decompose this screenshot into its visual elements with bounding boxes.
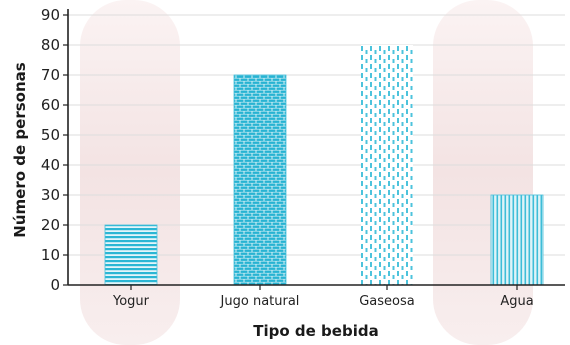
bar-jugo-natural: [233, 74, 287, 286]
bar-agua: [490, 194, 544, 286]
y-tick-label: 90: [41, 6, 60, 24]
x-tick-label: Gaseosa: [359, 294, 415, 309]
x-axis-title: Tipo de bebida: [253, 322, 378, 340]
y-tick-label: 50: [41, 126, 60, 144]
y-tick-label: 80: [41, 36, 60, 54]
axes: [67, 9, 565, 286]
x-tick-label: Jugo natural: [220, 294, 300, 309]
bars: [104, 45, 544, 286]
x-tick-labels: Yogur Jugo natural Gaseosa Agua: [112, 285, 534, 309]
bar-yogur: [104, 224, 158, 286]
bar-gaseosa: [361, 45, 413, 285]
x-tick-label: Agua: [500, 294, 533, 309]
y-axis-title: Número de personas: [11, 62, 29, 237]
y-tick-label: 0: [50, 276, 60, 294]
y-tick-labels: 0 10 20 30 40 50 60 70 80 90: [41, 6, 68, 294]
y-tick-label: 40: [41, 156, 60, 174]
x-tick-label: Yogur: [112, 294, 150, 309]
y-tick-label: 60: [41, 96, 60, 114]
y-tick-label: 20: [41, 216, 60, 234]
y-tick-label: 70: [41, 66, 60, 84]
y-tick-label: 30: [41, 186, 60, 204]
y-tick-label: 10: [41, 246, 60, 264]
